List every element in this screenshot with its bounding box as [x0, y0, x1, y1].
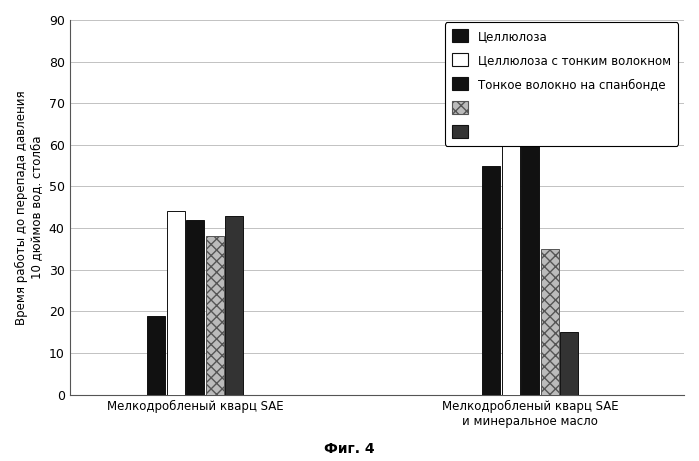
Bar — [166, 212, 185, 395]
Y-axis label: Время работы до перепада давления
10 дюймов вод. столба: Время работы до перепада давления 10 дюй… — [15, 90, 43, 325]
Bar — [147, 315, 165, 395]
Bar — [206, 236, 224, 395]
Bar — [225, 216, 243, 395]
Text: Фиг. 4: Фиг. 4 — [324, 443, 375, 456]
Bar — [186, 220, 204, 395]
Bar — [502, 83, 520, 395]
Bar — [482, 165, 500, 395]
Bar — [541, 249, 559, 395]
Legend: Целлюлоза, Целлюлоза с тонким волокном, Тонкое волокно на спанбонде, , : Целлюлоза, Целлюлоза с тонким волокном, … — [445, 22, 678, 146]
Bar — [521, 49, 540, 395]
Bar — [561, 332, 579, 395]
